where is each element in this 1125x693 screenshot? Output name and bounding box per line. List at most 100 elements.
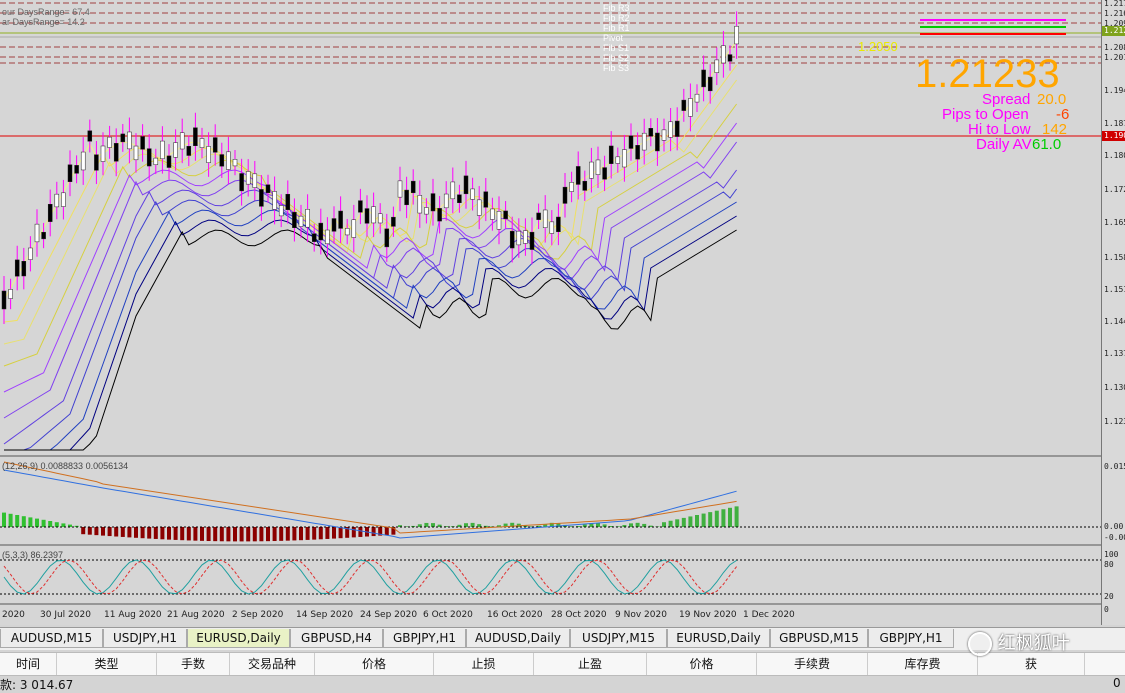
- price-tick: 1.209: [1104, 19, 1125, 28]
- candle-body: [470, 188, 475, 200]
- candle-body: [707, 76, 713, 92]
- chart-canvas[interactable]: 2020 30 Jul 2020 11 Aug 2020 21 Aug 2020 2 S…: [0, 0, 1101, 625]
- price-scale[interactable]: 1.2171.2161.209 1.2081.201 1.194 1.187 1.180…: [1101, 0, 1125, 625]
- tab-gbpusd-h4[interactable]: GBPUSD,H4: [290, 629, 383, 648]
- trade-table-header: 时间 类型 手数 交易品种 价格 止损 止盈 价格 手续费 库存费获: [0, 652, 1125, 676]
- price-tick: 1.180: [1104, 151, 1125, 160]
- hi-low-label: Hi to Low: [968, 121, 1031, 138]
- candle-body: [463, 175, 469, 195]
- macd-histogram-bar: [81, 527, 86, 535]
- macd-histogram-bar: [15, 515, 20, 527]
- candle-body: [226, 151, 231, 170]
- candle-body: [377, 213, 383, 224]
- candle-body: [443, 193, 449, 209]
- macd-histogram-bar: [728, 507, 732, 527]
- candle-body: [569, 182, 574, 192]
- candle-body: [212, 137, 218, 153]
- macd-histogram-bar: [318, 527, 323, 540]
- column-header[interactable]: 手数: [157, 653, 230, 675]
- candle-body: [232, 159, 238, 167]
- column-header[interactable]: 交易品种: [230, 653, 315, 675]
- macd-histogram-bar: [523, 525, 528, 527]
- candle-body: [325, 229, 330, 245]
- candle-body: [483, 191, 489, 208]
- macd-histogram-bar: [602, 524, 607, 527]
- tab-eurusd-daily[interactable]: EURUSD,Daily: [187, 629, 290, 648]
- column-header[interactable]: 获: [978, 653, 1085, 675]
- candle-body: [602, 167, 607, 180]
- candle-body: [391, 216, 396, 227]
- tab-audusd-m15[interactable]: AUDUSD,M15: [0, 629, 103, 648]
- candle-body: [542, 209, 548, 228]
- price-tick: 1.144: [1104, 317, 1125, 326]
- macd-histogram-bar: [398, 525, 402, 527]
- macd-histogram-bar: [417, 524, 422, 527]
- column-header[interactable]: 止盈: [534, 653, 647, 675]
- level-label-fib-s2: Fib S2: [603, 53, 630, 63]
- macd-histogram-bar: [589, 523, 594, 527]
- tab-usdjpy-m15[interactable]: USDJPY,M15: [570, 629, 667, 648]
- macd-histogram-bar: [675, 519, 680, 527]
- macd-histogram-bar: [120, 527, 125, 537]
- daily-av-label: Daily AV: [976, 136, 1032, 153]
- stoch-tick: 80: [1104, 560, 1114, 569]
- macd-histogram-bar: [510, 522, 515, 527]
- macd-histogram-bar: [219, 527, 224, 542]
- candle-body: [516, 230, 522, 246]
- candle-body: [358, 200, 363, 213]
- macd-histogram-bar: [358, 527, 363, 537]
- candle-body: [8, 289, 13, 299]
- chart-area[interactable]: 2020 30 Jul 2020 11 Aug 2020 21 Aug 2020 2 S…: [0, 0, 1101, 625]
- stoch-main-line: [3, 559, 737, 595]
- date-tick-label: 2 Sep 2020: [232, 610, 284, 620]
- moving-average-line: [3, 103, 738, 367]
- price-tick: 1.165: [1104, 218, 1125, 227]
- column-header[interactable]: 库存费: [868, 653, 978, 675]
- tab-usdjpy-h1[interactable]: USDJPY,H1: [103, 629, 187, 648]
- candle-body: [496, 211, 502, 230]
- column-header[interactable]: 止损: [434, 653, 534, 675]
- column-header[interactable]: 时间: [0, 653, 57, 675]
- column-header[interactable]: 手续费: [757, 653, 868, 675]
- balance-right: 0: [1113, 676, 1121, 690]
- candle-body: [61, 192, 66, 207]
- macd-histogram-bar: [312, 527, 317, 540]
- level-label-pivot: Pivot: [603, 33, 624, 43]
- candle-body: [186, 146, 192, 156]
- candle-body: [688, 98, 693, 117]
- daily-av-value: 61.0: [1032, 136, 1062, 153]
- macd-histogram-bar: [87, 527, 92, 535]
- column-header[interactable]: 价格: [647, 653, 757, 675]
- candle-body: [146, 148, 152, 167]
- candle-body: [344, 228, 350, 236]
- tab-audusd-daily[interactable]: AUDUSD,Daily: [466, 629, 570, 648]
- macd-histogram-bar: [233, 527, 237, 542]
- macd-histogram-bar: [259, 527, 264, 542]
- tab-gbpjpy-h1[interactable]: GBPJPY,H1: [868, 629, 954, 648]
- candle-body: [661, 129, 667, 141]
- candle-body: [503, 210, 508, 220]
- candle-body: [239, 173, 244, 192]
- candle-body: [80, 151, 86, 171]
- candle-body: [206, 146, 211, 163]
- price-tick: 1.187: [1104, 119, 1125, 128]
- tab-gbpusd-m15[interactable]: GBPUSD,M15: [770, 629, 868, 648]
- candle-body: [199, 138, 205, 148]
- candle-body: [259, 189, 264, 207]
- tab-gbpjpy-h1[interactable]: GBPJPY,H1: [383, 629, 466, 648]
- macd-histogram-bar: [721, 509, 726, 527]
- candle-body: [331, 218, 337, 232]
- macd-histogram-bar: [536, 525, 541, 527]
- price-tick: 1.208: [1104, 43, 1125, 52]
- candle-body: [575, 166, 581, 185]
- date-tick-label: 14 Sep 2020: [296, 610, 353, 620]
- tab-eurusd-daily[interactable]: EURUSD,Daily: [667, 629, 770, 648]
- macd-histogram-bar: [411, 525, 416, 527]
- level-label-fib-s3: Fib S3: [603, 63, 630, 73]
- moving-average-line: [3, 79, 738, 345]
- column-header[interactable]: 价格: [315, 653, 434, 675]
- pips-open-value: -6: [1056, 106, 1070, 123]
- candle-body: [694, 93, 700, 103]
- column-header[interactable]: 类型: [57, 653, 157, 675]
